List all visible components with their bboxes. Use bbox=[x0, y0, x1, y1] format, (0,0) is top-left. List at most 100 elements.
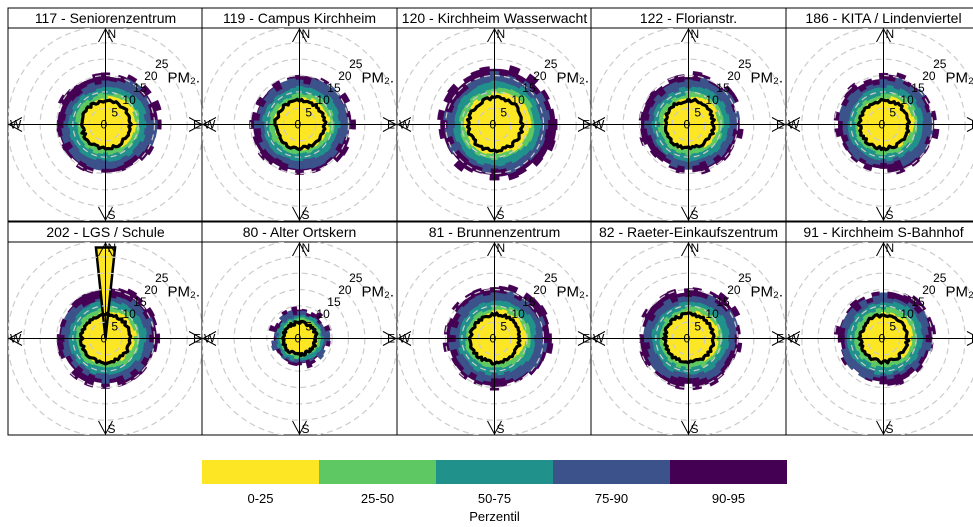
direction-label-n: N bbox=[886, 241, 895, 255]
north-arrow-icon bbox=[292, 28, 307, 43]
panel-title: 202 - LGS / Schule bbox=[46, 224, 165, 240]
west-arrow-icon bbox=[202, 331, 217, 346]
direction-label-w: W bbox=[204, 118, 216, 132]
wedge bbox=[688, 338, 713, 359]
legend: 0-25 25-50 50-75 75-90 90-95 Perzentil bbox=[202, 460, 787, 524]
south-arrow-icon bbox=[487, 420, 502, 435]
west-arrow-icon bbox=[8, 331, 23, 346]
direction-label-s: S bbox=[497, 208, 505, 222]
radial-tick-label: 15 bbox=[522, 81, 536, 95]
direction-label-n: N bbox=[691, 27, 700, 41]
direction-label-s: S bbox=[691, 422, 699, 436]
radial-tick-label: 0 bbox=[490, 118, 497, 132]
north-arrow-icon bbox=[876, 28, 891, 43]
radial-tick-label: 20 bbox=[144, 283, 158, 297]
variable-label: PM₂. bbox=[751, 284, 784, 301]
south-arrow-icon bbox=[292, 420, 307, 435]
radial-tick-label: 10 bbox=[316, 93, 330, 107]
direction-label-w: W bbox=[399, 332, 411, 346]
variable-label: PM₂. bbox=[557, 70, 590, 87]
variable-label: PM₂. bbox=[168, 70, 201, 87]
east-arrow-icon bbox=[771, 117, 786, 132]
south-arrow-icon bbox=[98, 206, 113, 221]
radial-tick-label: 20 bbox=[338, 69, 352, 83]
west-arrow-icon bbox=[202, 117, 217, 132]
direction-label-n: N bbox=[302, 27, 311, 41]
direction-label-s: S bbox=[497, 422, 505, 436]
direction-label-n: N bbox=[108, 241, 117, 255]
north-arrow-icon bbox=[681, 242, 696, 257]
west-arrow-icon bbox=[397, 331, 412, 346]
wedge bbox=[299, 124, 307, 151]
wedge bbox=[494, 338, 518, 359]
radial-tick-label: 15 bbox=[911, 81, 925, 95]
panel-title: 81 - Brunnenzentrum bbox=[429, 224, 561, 240]
panel-title: 82 - Raeter-Einkaufszentrum bbox=[599, 224, 778, 240]
direction-label-w: W bbox=[10, 118, 22, 132]
wedge bbox=[494, 124, 503, 155]
radial-tick-label: 10 bbox=[316, 307, 330, 321]
south-arrow-icon bbox=[487, 206, 502, 221]
variable-label: PM₂. bbox=[946, 284, 973, 301]
direction-label-e: E bbox=[582, 118, 590, 132]
direction-label-w: W bbox=[788, 118, 800, 132]
west-arrow-icon bbox=[786, 331, 801, 346]
direction-label-e: E bbox=[776, 332, 784, 346]
west-arrow-icon bbox=[591, 331, 606, 346]
radial-tick-label: 25 bbox=[155, 57, 169, 71]
wedge bbox=[90, 338, 106, 363]
wedge bbox=[278, 105, 300, 125]
radial-tick-label: 20 bbox=[727, 69, 741, 83]
direction-label-s: S bbox=[108, 422, 116, 436]
direction-label-w: W bbox=[593, 118, 605, 132]
wedge bbox=[299, 124, 319, 147]
variable-label: PM₂. bbox=[168, 284, 201, 301]
radial-tick-label: 15 bbox=[133, 81, 147, 95]
variable-label: PM₂. bbox=[362, 284, 395, 301]
radial-tick-label: 10 bbox=[705, 307, 719, 321]
direction-label-n: N bbox=[886, 27, 895, 41]
radial-tick-label: 5 bbox=[500, 319, 507, 333]
variable-label: PM₂. bbox=[557, 284, 590, 301]
panel-title: 186 - KITA / Lindenviertel bbox=[805, 10, 961, 26]
radial-tick-label: 25 bbox=[738, 57, 752, 71]
legend-label: 50-75 bbox=[478, 491, 511, 506]
radial-tick-label: 20 bbox=[144, 69, 158, 83]
direction-label-s: S bbox=[691, 208, 699, 222]
radial-tick-label: 5 bbox=[305, 105, 312, 119]
south-arrow-icon bbox=[681, 206, 696, 221]
radial-tick-label: 20 bbox=[533, 283, 547, 297]
radial-tick-label: 10 bbox=[705, 93, 719, 107]
direction-label-e: E bbox=[582, 332, 590, 346]
radial-tick-label: 5 bbox=[305, 319, 312, 333]
direction-label-w: W bbox=[204, 332, 216, 346]
radial-tick-label: 10 bbox=[900, 93, 914, 107]
wedge bbox=[98, 98, 106, 125]
north-arrow-icon bbox=[681, 28, 696, 43]
legend-label: 75-90 bbox=[595, 491, 628, 506]
south-arrow-icon bbox=[292, 206, 307, 221]
radial-tick-label: 5 bbox=[694, 105, 701, 119]
direction-label-w: W bbox=[10, 332, 22, 346]
direction-label-e: E bbox=[776, 118, 784, 132]
radial-tick-label: 25 bbox=[933, 271, 947, 285]
west-arrow-icon bbox=[786, 117, 801, 132]
direction-label-e: E bbox=[193, 118, 201, 132]
north-arrow-icon bbox=[487, 242, 502, 257]
north-arrow-icon bbox=[876, 242, 891, 257]
west-arrow-icon bbox=[397, 117, 412, 132]
north-arrow-icon bbox=[487, 28, 502, 43]
radial-tick-label: 20 bbox=[533, 69, 547, 83]
radial-tick-label: 0 bbox=[490, 332, 497, 346]
legend-swatch bbox=[670, 460, 787, 484]
legend-swatch bbox=[202, 460, 319, 484]
radial-tick-label: 15 bbox=[911, 295, 925, 309]
radial-tick-label: 20 bbox=[922, 283, 936, 297]
